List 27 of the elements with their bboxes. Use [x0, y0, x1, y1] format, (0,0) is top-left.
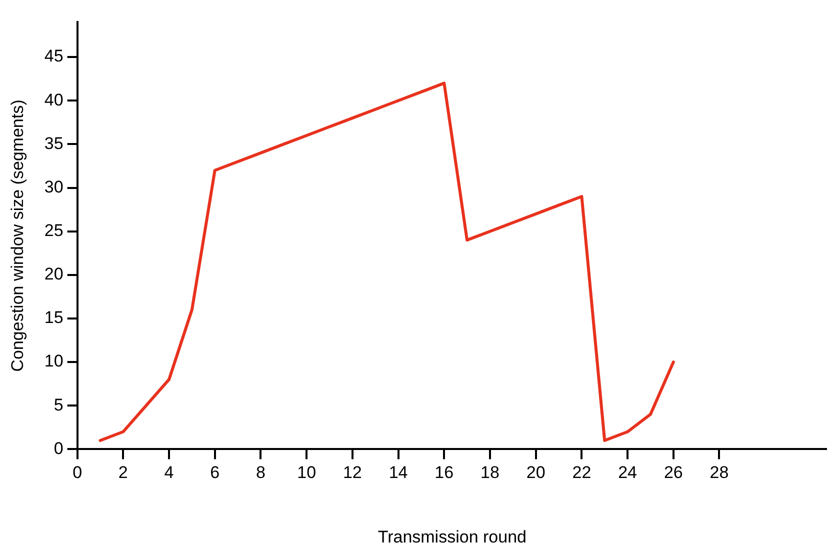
x-tick-label: 22: [572, 463, 592, 482]
y-tick-label: 40: [44, 90, 64, 110]
x-tick-label: 10: [297, 463, 316, 482]
x-tick-label: 20: [526, 463, 546, 482]
y-tick-label: 0: [54, 438, 64, 458]
x-tick-label: 12: [342, 463, 362, 482]
x-tick-label: 28: [710, 463, 729, 482]
x-tick-label: 18: [480, 463, 500, 482]
y-tick-label: 35: [44, 134, 64, 153]
x-tick-label: 6: [210, 463, 220, 482]
y-tick-label: 30: [44, 177, 64, 196]
x-tick-label: 0: [72, 463, 82, 482]
x-tick-label: 14: [388, 463, 408, 482]
x-tick-label: 4: [164, 463, 174, 482]
y-tick-label: 20: [44, 264, 64, 284]
y-axis-title: Congestion window size (segments): [8, 100, 27, 372]
y-tick-label: 15: [44, 308, 64, 328]
y-tick-label: 10: [44, 352, 64, 371]
x-tick-label: 24: [618, 463, 637, 482]
y-tick-label: 25: [44, 221, 64, 240]
x-tick-label: 16: [434, 463, 454, 482]
x-tick-label: 26: [664, 463, 683, 482]
x-axis-title: Transmission round: [378, 527, 526, 546]
x-tick-label: 2: [118, 463, 128, 482]
y-tick-label: 5: [54, 395, 64, 414]
x-tick-label: 8: [256, 463, 266, 482]
y-tick-label: 45: [44, 46, 64, 66]
